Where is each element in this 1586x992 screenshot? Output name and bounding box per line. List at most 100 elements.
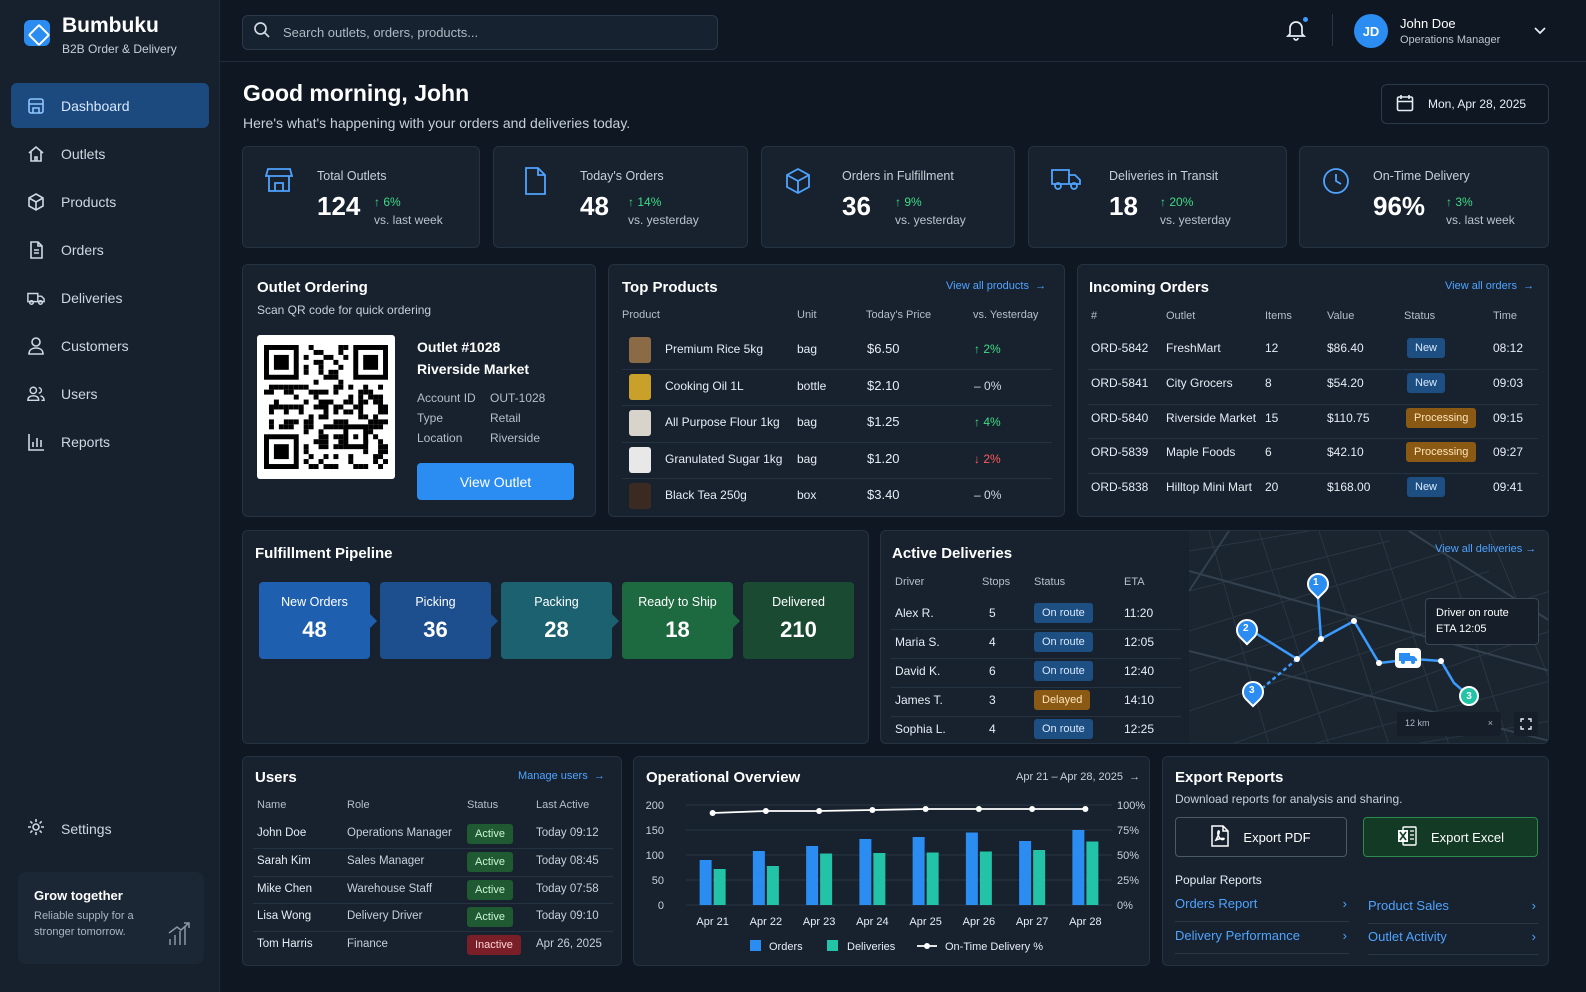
report-link[interactable]: Outlet Activity › (1368, 929, 1538, 955)
product-name[interactable]: All Purpose Flour 1kg (665, 415, 780, 429)
row-divider (622, 441, 1052, 443)
order-items: 8 (1265, 375, 1272, 390)
export-pdf-button[interactable]: Export PDF (1175, 817, 1347, 857)
search-input[interactable] (283, 25, 703, 40)
pipeline-stage[interactable]: Ready to Ship 18 (622, 582, 733, 659)
driver-name[interactable]: Sophia L. (895, 722, 946, 736)
sidebar-nav: Dashboard Outlets Products Orders Delive… (11, 83, 209, 467)
pipeline-stage[interactable]: Packing 28 (501, 582, 612, 659)
product-name[interactable]: Black Tea 250g (665, 488, 747, 502)
pipeline-stage[interactable]: New Orders 48 (259, 582, 370, 659)
product-price: $3.40 (867, 487, 900, 502)
store-icon (264, 167, 294, 198)
row-divider (622, 405, 1052, 406)
people-icon (27, 385, 45, 403)
status-badge: Delayed (1034, 690, 1091, 710)
order-value: $168.00 (1327, 480, 1371, 495)
sidebar-item-products[interactable]: Products (11, 179, 209, 224)
export-excel-button[interactable]: Export Excel (1363, 817, 1538, 857)
view-all-orders-link[interactable]: View all orders → (1445, 280, 1535, 292)
pipeline-stage[interactable]: Picking 36 (380, 582, 491, 659)
brand-subtitle: B2B Order & Delivery (62, 42, 177, 56)
sidebar-item-settings[interactable]: Settings (27, 818, 112, 839)
sidebar-item-dashboard[interactable]: Dashboard (11, 83, 209, 128)
user-row-name[interactable]: Tom Harris (257, 938, 313, 951)
orders-bar (752, 851, 765, 905)
view-all-products-link[interactable]: View all products → (946, 280, 1047, 292)
sidebar-item-customers[interactable]: Customers (11, 323, 209, 368)
user-row-name[interactable]: John Doe (257, 827, 307, 839)
order-id[interactable]: ORD-5840 (1091, 410, 1149, 425)
product-name[interactable]: Granulated Sugar 1kg (665, 451, 783, 466)
fullscreen-button[interactable] (1514, 712, 1538, 736)
qr-code[interactable] (257, 335, 395, 479)
incoming-orders-card: Incoming Orders View all orders → # Outl… (1077, 264, 1549, 517)
sidebar-item-deliveries[interactable]: Deliveries (11, 275, 209, 320)
row-divider (1088, 438, 1538, 440)
row-divider (622, 368, 1052, 370)
close-icon[interactable]: × (1487, 718, 1493, 728)
sidebar-item-reports[interactable]: Reports (11, 419, 209, 464)
status-badge: Processing (1406, 407, 1477, 428)
product-name[interactable]: Cooking Oil 1L (665, 378, 744, 393)
order-value: $42.10 (1327, 445, 1364, 460)
product-thumbnail (629, 483, 651, 509)
operational-overview-card: Operational Overview Apr 21 – Apr 28, 20… (633, 756, 1150, 966)
date-range-selector[interactable]: Apr 21 – Apr 28, 2025 → (1016, 771, 1141, 783)
delivery-map[interactable]: 1 2 3 3 Driver on route ETA 12:05 View a… (1188, 531, 1548, 743)
clock-icon (1322, 167, 1350, 200)
order-id[interactable]: ORD-5841 (1091, 375, 1149, 390)
driver-name[interactable]: Maria S. (895, 635, 940, 649)
order-id[interactable]: ORD-5838 (1091, 480, 1149, 495)
sidebar-item-label: Reports (61, 433, 111, 450)
product-name[interactable]: Premium Rice 5kg (665, 342, 764, 356)
date-picker[interactable]: Mon, Apr 28, 2025 (1381, 84, 1549, 124)
pipeline-stage[interactable]: Delivered 210 (743, 582, 854, 659)
product-unit: bag (797, 342, 818, 356)
report-link[interactable]: Orders Report › (1175, 896, 1349, 922)
user-menu[interactable]: JD John Doe Operations Manager (1354, 14, 1546, 48)
view-outlet-button[interactable]: View Outlet (417, 463, 574, 500)
report-link[interactable]: Delivery Performance › (1175, 928, 1349, 954)
status-badge: Active (467, 907, 513, 928)
deliveries-bar (820, 853, 833, 905)
x-tick: Apr 22 (750, 916, 782, 928)
truck-marker-icon[interactable] (1395, 648, 1421, 668)
driver-name[interactable]: James T. (895, 693, 943, 707)
legend-label: Orders (769, 941, 803, 953)
notification-dot (1301, 15, 1310, 24)
growth-chart-icon (168, 921, 190, 952)
map-destination-pin[interactable]: 3 (1459, 686, 1479, 706)
driver-name[interactable]: David K. (895, 664, 941, 678)
sidebar-item-outlets[interactable]: Outlets (11, 131, 209, 176)
order-time: 09:03 (1493, 375, 1524, 390)
user-row-name[interactable]: Sarah Kim (257, 854, 311, 867)
card-title: Active Deliveries (892, 545, 1013, 562)
sidebar-item-orders[interactable]: Orders (11, 227, 209, 272)
tooltip-title: Driver on route (1436, 607, 1509, 619)
divider (1332, 14, 1333, 46)
user-row-role: Delivery Driver (347, 910, 423, 923)
qr-code-image (264, 345, 388, 469)
card-title: Top Products (622, 279, 718, 296)
order-time: 09:41 (1493, 480, 1524, 495)
report-link[interactable]: Product Sales › (1368, 898, 1538, 924)
user-row-role: Warehouse Staff (347, 882, 433, 895)
column-header: # (1091, 310, 1098, 322)
user-row-name[interactable]: Lisa Wong (257, 910, 312, 923)
order-id[interactable]: ORD-5842 (1091, 341, 1149, 355)
driver-name[interactable]: Alex R. (895, 606, 934, 620)
manage-users-link[interactable]: Manage users → (518, 770, 605, 782)
order-time: 09:15 (1493, 410, 1524, 425)
y-left-tick: 50 (652, 875, 664, 887)
notifications-button[interactable] (1285, 15, 1310, 46)
truck-icon (27, 289, 45, 307)
pdf-file-icon (1211, 824, 1230, 850)
order-id[interactable]: ORD-5839 (1091, 445, 1149, 460)
view-all-deliveries-link[interactable]: View all deliveries → (1435, 543, 1537, 555)
sidebar-item-users[interactable]: Users (11, 371, 209, 416)
orders-bar (699, 860, 712, 905)
kpi-value: 18 (1109, 191, 1138, 221)
user-row-name[interactable]: Mike Chen (257, 882, 312, 895)
column-header: Status (1404, 310, 1436, 322)
